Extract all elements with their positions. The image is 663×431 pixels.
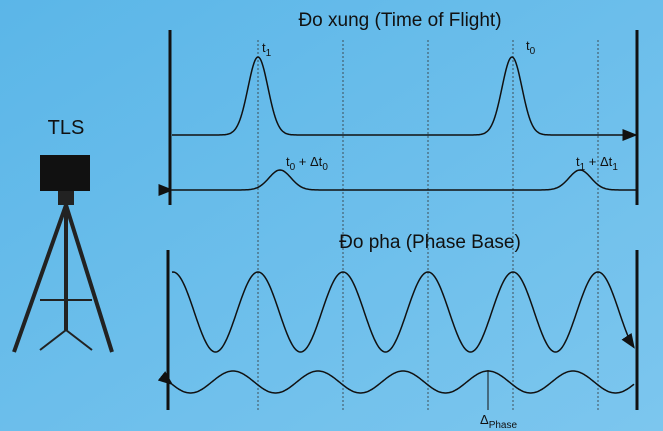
emitted-phase-wave xyxy=(171,271,635,353)
t1-label: t1 xyxy=(262,40,272,59)
returned-phase-wave xyxy=(157,370,635,394)
label-part: Δ xyxy=(480,412,489,427)
subscript: 0 xyxy=(530,46,536,57)
t1-return-label: t1 + Δt1 xyxy=(576,154,618,173)
dashed-guides xyxy=(257,40,599,410)
tripod xyxy=(12,155,114,353)
returned-pulse xyxy=(158,169,636,196)
label-part: t xyxy=(526,38,530,53)
t0-label: t0 xyxy=(526,38,536,57)
subscript: 1 xyxy=(580,162,586,173)
t0-return-label: t0 + Δt0 xyxy=(286,154,328,173)
subscript: 0 xyxy=(290,162,296,173)
phase-delta-label: ΔPhase xyxy=(480,412,517,431)
label-part: + Δt xyxy=(295,154,322,169)
emitted-pulse xyxy=(172,56,638,141)
label-part: t xyxy=(576,154,580,169)
subscript: 1 xyxy=(612,162,618,173)
label-part: t xyxy=(262,40,266,55)
phase-title: Đo pha (Phase Base) xyxy=(339,232,521,253)
label-part: t xyxy=(286,154,290,169)
tof-title: Đo xung (Time of Flight) xyxy=(298,10,501,31)
subscript: Phase xyxy=(489,420,518,431)
label-part: + Δt xyxy=(585,154,612,169)
subscript: 1 xyxy=(266,48,272,59)
subscript: 0 xyxy=(322,162,328,173)
device-label: TLS xyxy=(48,117,85,139)
